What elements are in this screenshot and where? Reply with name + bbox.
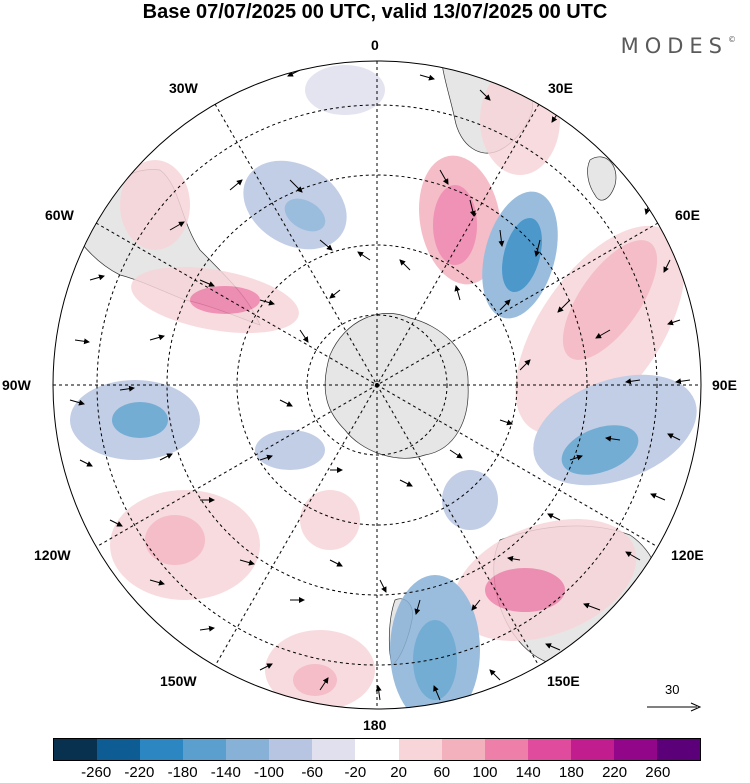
colorbar-segment <box>97 739 141 760</box>
reference-vector-arrow <box>647 702 702 712</box>
colorbar-segment <box>183 739 227 760</box>
colorbar-segment <box>441 739 485 760</box>
colorbar-tick-label: 100 <box>472 764 498 781</box>
map-title: Base 07/07/2025 00 UTC, valid 13/07/2025… <box>142 1 608 23</box>
colorbar-segment <box>140 739 184 760</box>
lon-label-150w: 150W <box>160 673 197 689</box>
lon-label-30e: 30E <box>548 80 573 96</box>
lon-label-180: 180 <box>363 717 387 733</box>
lon-label-120e: 120E <box>671 547 704 563</box>
colorbar-tick-label: -220 <box>124 764 155 781</box>
madagascar <box>587 156 617 201</box>
colorbar-segment <box>269 739 313 760</box>
colorbar-tick-label: -20 <box>344 764 367 781</box>
colorbar-tick-label: 260 <box>645 764 671 781</box>
colorbar-tick-label: 220 <box>602 764 628 781</box>
colorbar-tick-label: -100 <box>253 764 285 781</box>
colorbar-ticks: -260 -220 -180 -140 -100 -60 -20 20 60 100 140 180 2… <box>0 764 750 783</box>
lon-label-120w: 120W <box>34 547 71 563</box>
colorbar-tick-label: -260 <box>81 764 112 781</box>
colorbar-segment <box>570 739 614 760</box>
lon-label-0: 0 <box>371 37 379 53</box>
colorbar-tick-label: -140 <box>210 764 241 781</box>
reference-vector-label: 30 <box>665 682 680 697</box>
colorbar-tick-label: 60 <box>433 764 451 781</box>
brand-text: MODES <box>620 34 728 58</box>
colorbar-segment <box>527 739 571 760</box>
lon-label-90w: 90W <box>2 377 31 393</box>
colorbar-segment <box>54 739 98 760</box>
colorbar-tick-label: -180 <box>167 764 198 781</box>
colorbar-segment <box>398 739 442 760</box>
colorbar-tick-label: 140 <box>515 764 541 781</box>
colorbar-segment <box>355 739 399 760</box>
colorbar <box>53 738 701 761</box>
lon-label-150e: 150E <box>547 673 580 689</box>
antarctica <box>324 313 469 459</box>
lon-label-60e: 60E <box>675 207 700 223</box>
map-boundary <box>52 60 702 710</box>
colorbar-segment <box>312 739 356 760</box>
brand-mark: © <box>728 35 736 44</box>
lon-label-30w: 30W <box>169 80 198 96</box>
colorbar-tick-label: 20 <box>390 764 407 781</box>
lon-label-90e: 90E <box>712 377 737 393</box>
colorbar-tick-label: -60 <box>301 764 324 781</box>
colorbar-segment <box>226 739 270 760</box>
colorbar-segment <box>484 739 528 760</box>
colorbar-segment <box>656 739 700 760</box>
wind-vectors <box>69 69 691 701</box>
lon-label-60w: 60W <box>45 207 74 223</box>
colorbar-tick-label: 180 <box>558 764 584 781</box>
modes-logo: MODES© <box>621 34 736 58</box>
colorbar-segment <box>613 739 657 760</box>
